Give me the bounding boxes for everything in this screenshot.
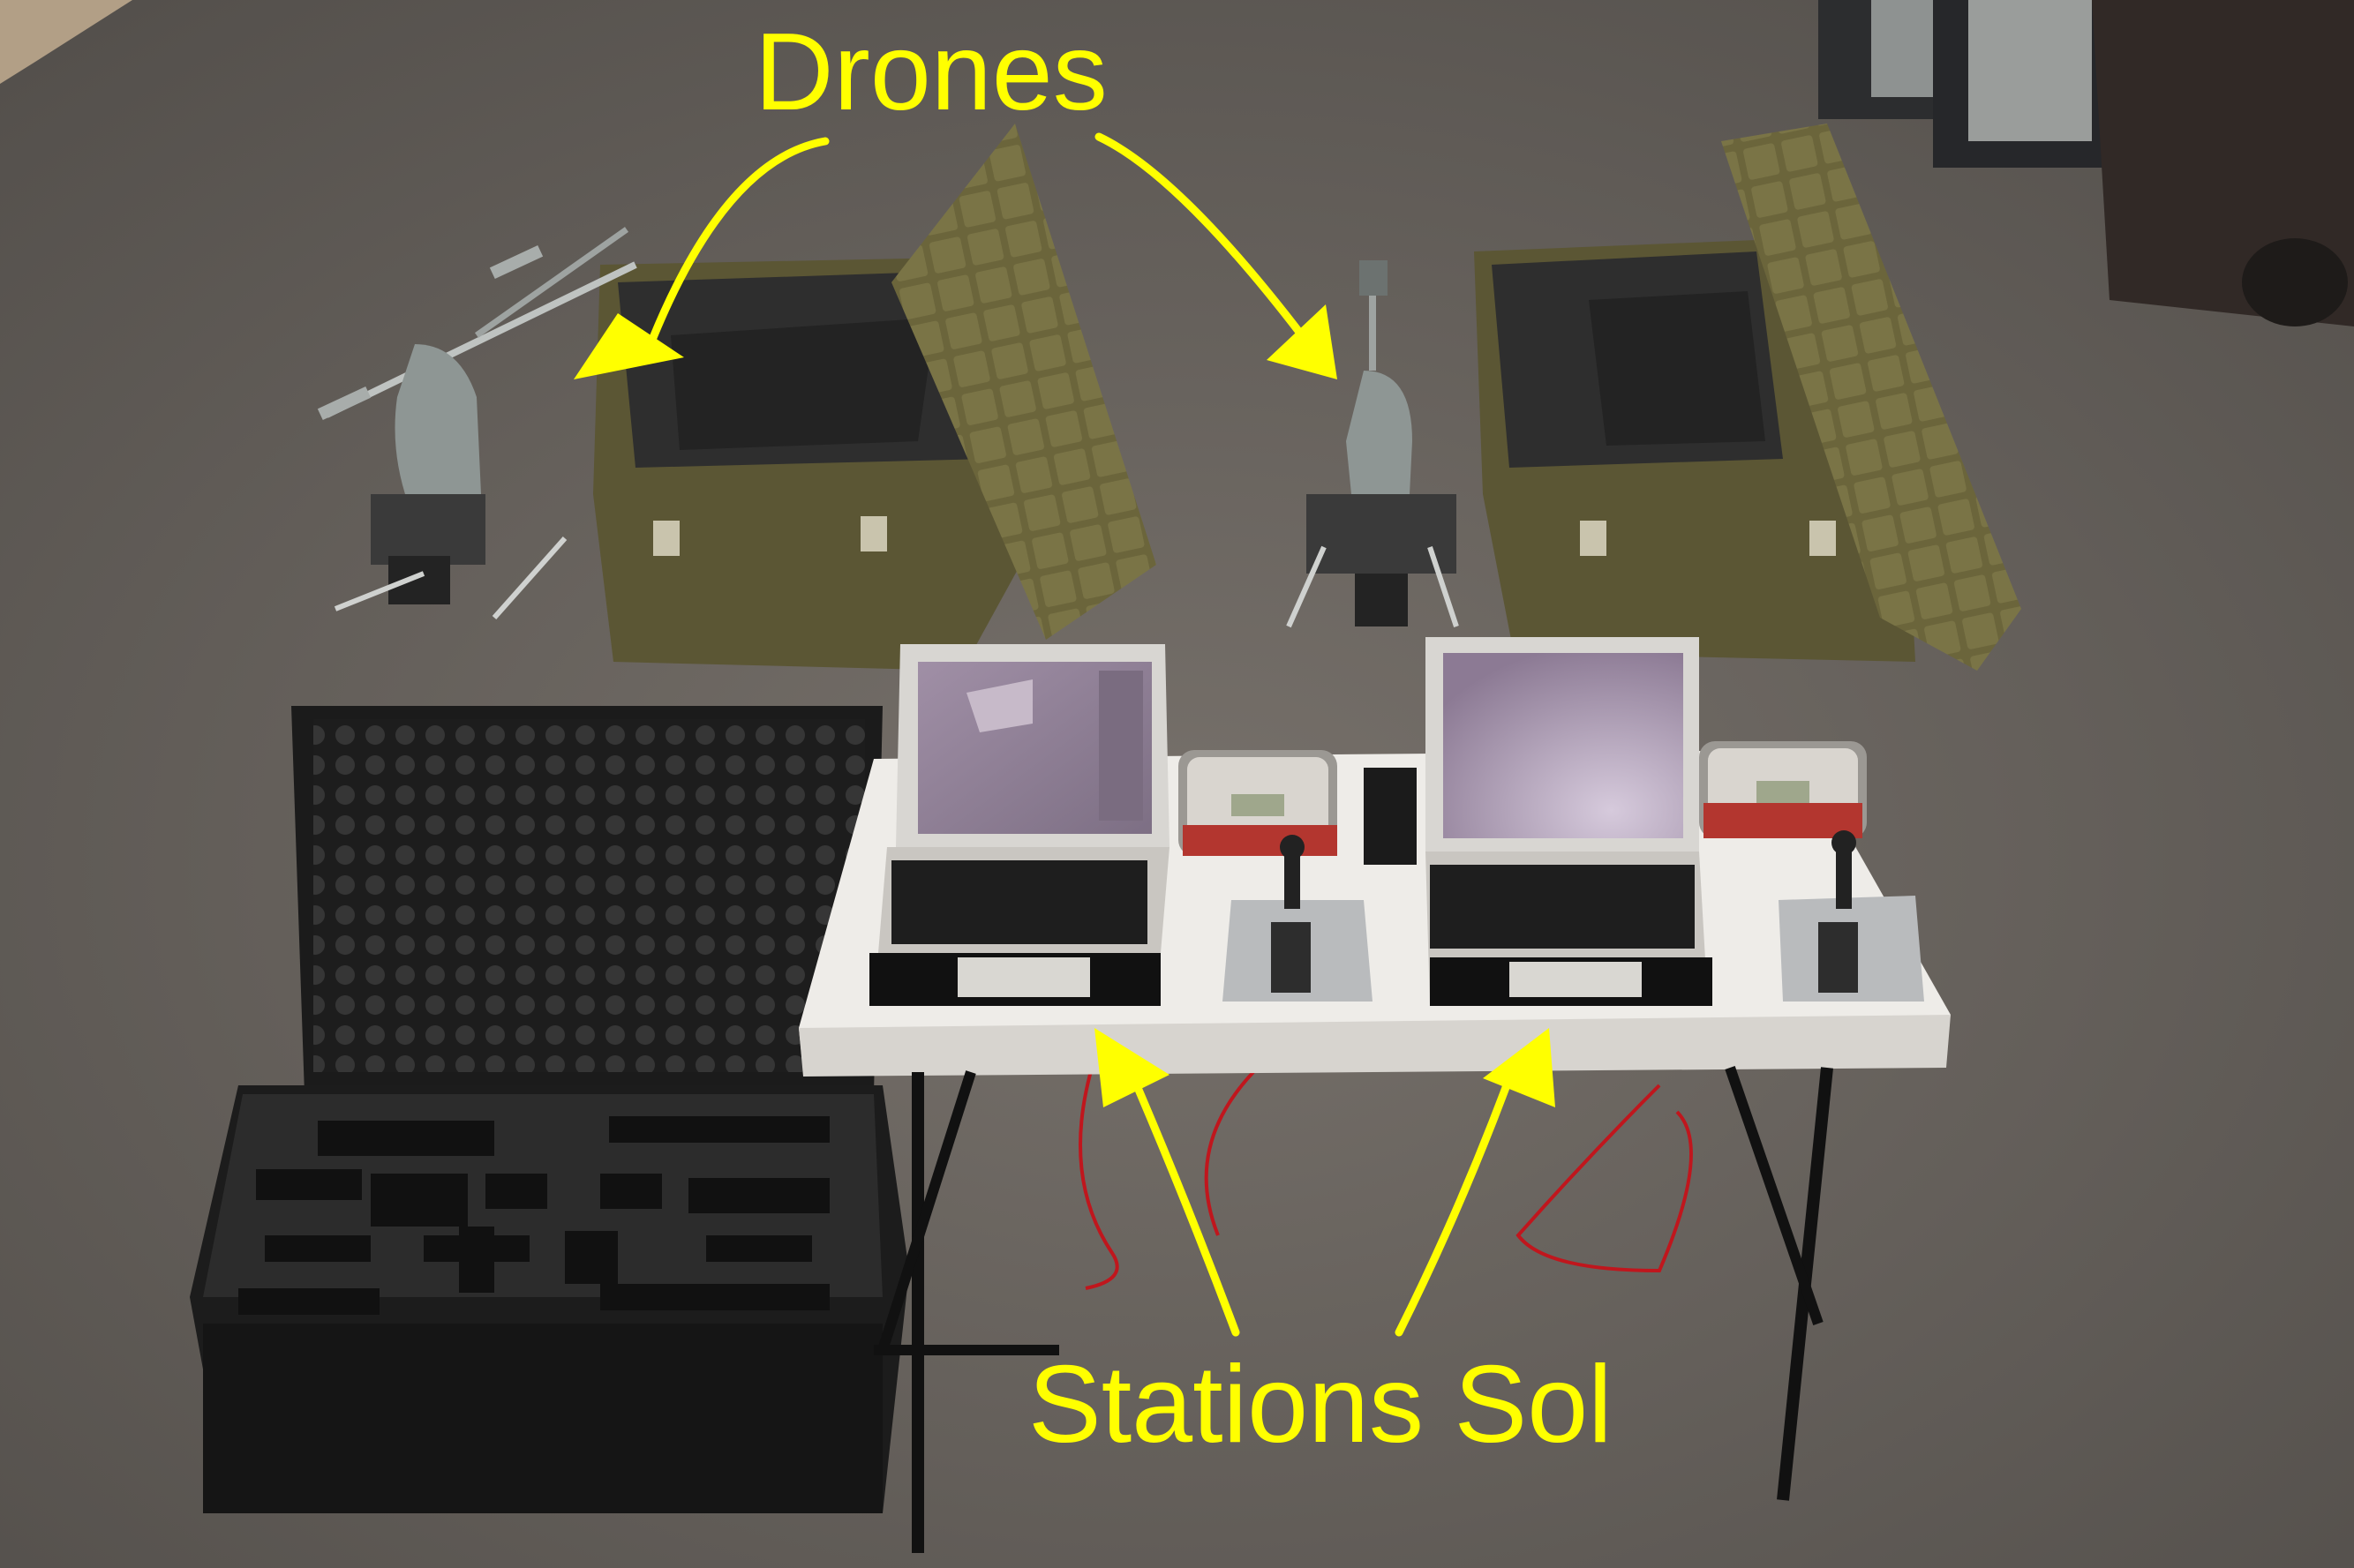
joystick-right [1779,830,1924,1002]
arrowhead-left-drone [574,313,684,379]
drones-annotation-label: Drones [755,11,1108,133]
battery-pack [1364,768,1417,865]
black-transport-case [190,706,909,1513]
annotation-arrows [644,132,1521,1337]
laptop-left [869,644,1169,1006]
helicopter-drone-left [317,227,637,619]
arrow-to-left-station [1121,1054,1240,1337]
arrowhead-right-station [1483,1028,1555,1107]
arrow-to-right-station [1395,1054,1521,1337]
arrowhead-right-drone [1267,304,1337,379]
sand-corner [0,0,132,84]
helicopter-drone-right [1286,260,1459,628]
arrowhead-left-station [1094,1028,1169,1107]
arrow-to-right-drone [1094,132,1320,357]
military-case-left [593,124,1156,671]
arrow-to-left-drone [644,137,830,353]
background-bins [1818,0,2354,326]
annotation-arrowheads [574,304,1555,1107]
red-cables [1079,1058,1693,1290]
ground-stations-annotation-label: Stations Sol [1028,1344,1613,1466]
rc-transmitter-left [1178,750,1337,856]
military-case-right [1474,124,2021,671]
rc-transmitter-right [1699,741,1867,838]
joystick-left [1222,835,1373,1002]
laptop-right [1425,637,1712,1006]
